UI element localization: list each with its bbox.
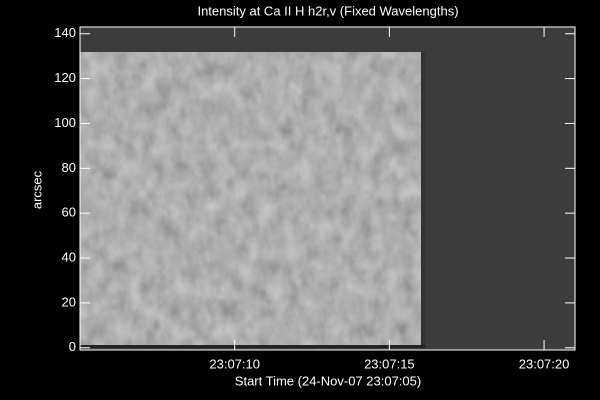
y-tick-label: 80 — [62, 160, 76, 175]
image-tint — [80, 52, 425, 347]
y-tick-label: 0 — [69, 339, 76, 354]
y-axis-label: arcsec — [29, 170, 44, 209]
chart-title: Intensity at Ca II H h2r,v (Fixed Wavele… — [197, 3, 458, 18]
y-tick-label: 140 — [54, 25, 76, 40]
plot-frame — [79, 26, 576, 351]
y-tick-label: 100 — [54, 115, 76, 130]
x-tick-label: 23:07:20 — [519, 356, 570, 371]
y-tick-label: 20 — [62, 294, 76, 309]
image-edge — [421, 52, 425, 347]
image-bright — [80, 52, 425, 347]
image — [80, 27, 575, 350]
x-tick-label: 23:07:15 — [364, 356, 415, 371]
x-axis-label: Start Time (24-Nov-07 23:07:05) — [235, 373, 421, 388]
y-tick-label: 40 — [62, 249, 76, 264]
y-tick-label: 120 — [54, 70, 76, 85]
x-tick-label: 23:07:10 — [209, 356, 260, 371]
image-bottom — [80, 345, 425, 348]
y-tick-label: 60 — [62, 205, 76, 220]
